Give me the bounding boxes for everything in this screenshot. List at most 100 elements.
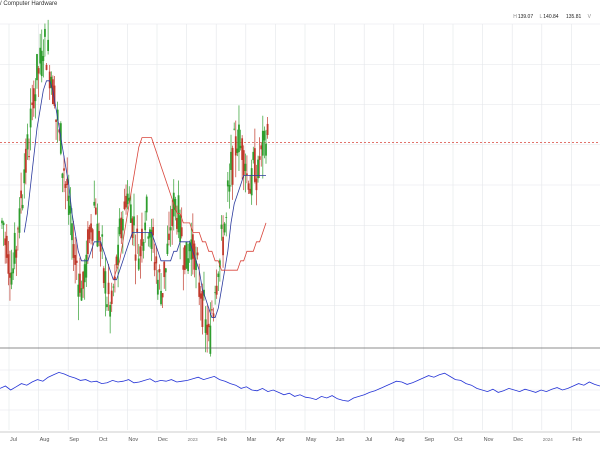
- indicator-panel[interactable]: [0, 371, 600, 402]
- candle-body: [90, 223, 92, 233]
- candle-body: [246, 173, 248, 175]
- candle-body: [5, 235, 8, 258]
- candle-body: [45, 64, 48, 70]
- x-tick-label: Dec: [513, 437, 523, 443]
- candle-body: [17, 228, 19, 230]
- candle-body: [253, 148, 256, 182]
- candle-body: [222, 236, 224, 256]
- candle-body: [74, 254, 77, 265]
- candle-body: [153, 262, 156, 271]
- candle-body: [32, 88, 35, 109]
- candle-body: [39, 47, 42, 64]
- candle-body: [207, 323, 210, 328]
- candle-body: [82, 271, 85, 289]
- candle-body: [36, 54, 38, 81]
- candle-body: [244, 163, 247, 171]
- candle-body: [260, 145, 263, 150]
- candle-body: [112, 286, 115, 288]
- x-tick-label: Jul: [365, 437, 372, 443]
- candle-body: [242, 150, 245, 176]
- candle-body: [218, 260, 221, 268]
- candle-body: [114, 276, 116, 280]
- candle-body: [161, 293, 164, 298]
- x-tick-label: Jun: [336, 437, 345, 443]
- candle-body: [31, 102, 34, 106]
- candle-body: [160, 290, 162, 305]
- candle-body: [12, 268, 15, 274]
- candle-body: [223, 223, 226, 233]
- candle-body: [234, 136, 237, 156]
- candle-body: [134, 254, 137, 261]
- candle-body: [266, 123, 269, 136]
- candle-body: [139, 246, 142, 257]
- candle-body: [75, 260, 78, 263]
- price-panel[interactable]: [0, 19, 600, 357]
- candle-body: [24, 148, 27, 173]
- candle-body: [28, 156, 30, 158]
- candle-body: [126, 193, 129, 205]
- x-tick-label: Nov: [128, 437, 138, 443]
- candle-body: [150, 229, 153, 249]
- x-tick-label: Oct: [99, 437, 108, 443]
- candle-body: [98, 230, 100, 241]
- candle-body: [91, 229, 94, 241]
- candle-body: [215, 285, 218, 295]
- candle-body: [265, 143, 267, 156]
- candle-body: [169, 227, 172, 231]
- candle-body: [141, 228, 143, 246]
- candle-body: [174, 198, 177, 210]
- grid-lines: [0, 23, 600, 430]
- candle-body: [220, 224, 223, 229]
- candle-body: [109, 304, 112, 317]
- x-tick-label: Dec: [158, 437, 168, 443]
- candle-body: [48, 71, 51, 89]
- candle-body: [225, 217, 228, 218]
- candle-body: [99, 242, 102, 252]
- ohlc-l-value: 140.84: [543, 14, 559, 20]
- candle-body: [15, 249, 18, 258]
- candle-body: [188, 242, 191, 252]
- candle-body: [26, 134, 29, 150]
- candle-body: [249, 188, 251, 194]
- candle-body: [88, 226, 91, 240]
- candle-body: [53, 85, 56, 106]
- candle-body: [40, 50, 43, 77]
- candle-body: [263, 130, 266, 141]
- candle-body: [142, 242, 145, 251]
- symbol-title: / Computer Hardware: [0, 1, 58, 7]
- candle-body: [201, 291, 204, 327]
- candle-body: [238, 124, 240, 153]
- candle-body: [176, 217, 178, 229]
- candle-body: [58, 129, 61, 133]
- candle-body: [158, 269, 161, 273]
- candle-body: [86, 229, 89, 255]
- candle-body: [20, 190, 22, 199]
- candle-body: [136, 228, 139, 233]
- candle-body: [171, 208, 174, 227]
- candle-body: [214, 292, 217, 294]
- candle-body: [56, 109, 59, 121]
- candle-body: [180, 227, 183, 237]
- candle-body: [55, 119, 57, 122]
- candle-body: [23, 169, 26, 184]
- candle-body: [199, 293, 202, 299]
- x-tick-label: Oct: [454, 437, 463, 443]
- x-tick-label: Feb: [217, 437, 226, 443]
- candle-body: [118, 218, 121, 235]
- candle-body: [198, 282, 201, 297]
- candle-body: [156, 279, 159, 295]
- candle-body: [247, 183, 250, 190]
- candle-body: [206, 324, 209, 335]
- candle-body: [179, 215, 182, 243]
- candle-body: [149, 229, 151, 238]
- candle-body: [185, 241, 188, 269]
- candle-body: [18, 208, 21, 233]
- candle-body: [131, 218, 134, 239]
- candle-body: [1, 220, 3, 224]
- candle-body: [42, 56, 45, 61]
- candle-body: [257, 159, 259, 179]
- candle-body: [9, 273, 11, 278]
- candle-body: [133, 216, 135, 226]
- candle-body: [125, 195, 127, 208]
